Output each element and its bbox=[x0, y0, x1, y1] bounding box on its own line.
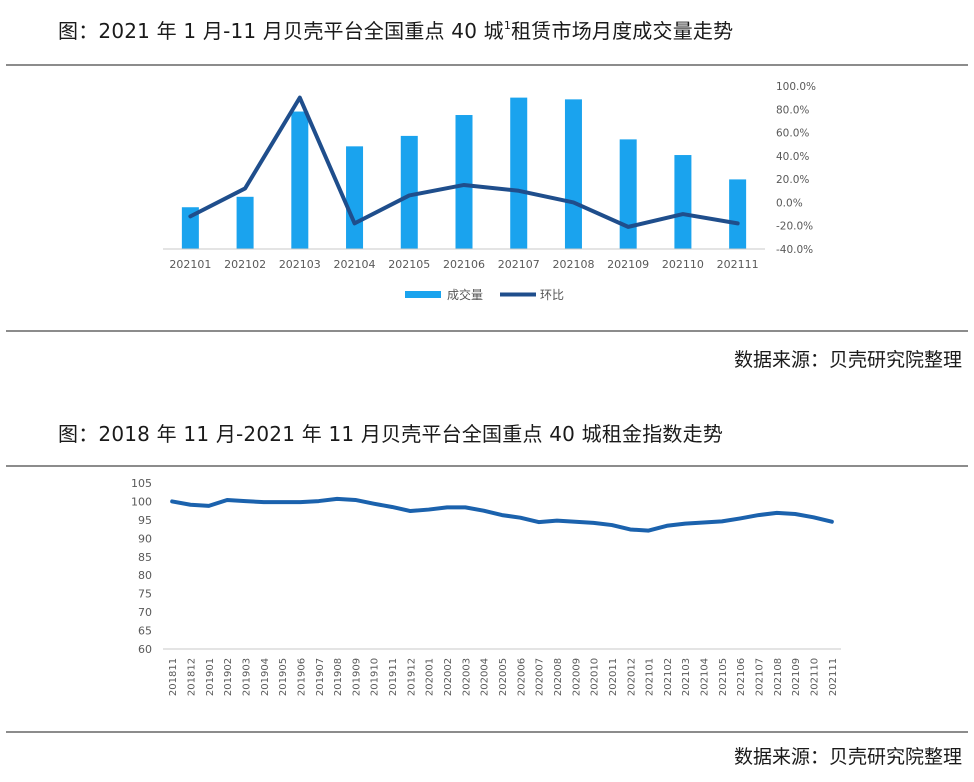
x-tick-label: 201902 bbox=[223, 658, 234, 696]
y-tick-label: 75 bbox=[138, 588, 152, 601]
x-tick-label: 202107 bbox=[755, 658, 766, 696]
x-tick-label: 202101 bbox=[645, 658, 656, 696]
x-tick-label: 202111 bbox=[828, 658, 839, 696]
x-tick-label: 202009 bbox=[571, 658, 582, 696]
figure1-top-rule bbox=[6, 64, 968, 66]
y-tick-label: 95 bbox=[138, 514, 152, 527]
y2-tick-label: -40.0% bbox=[776, 244, 813, 256]
x-tick-label: 202011 bbox=[608, 658, 619, 696]
x-tick-label: 201904 bbox=[260, 658, 271, 696]
y2-tick-label: 40.0% bbox=[776, 151, 809, 163]
x-tick-label: 201901 bbox=[205, 658, 216, 696]
x-tick-label: 202103 bbox=[279, 258, 321, 271]
x-tick-label: 202007 bbox=[535, 658, 546, 696]
volume-bar-202111 bbox=[729, 179, 747, 249]
x-tick-label: 202111 bbox=[717, 258, 759, 271]
y-tick-label: 70 bbox=[138, 606, 152, 619]
figure2-chart: 105 100 95 90 85 80 75 70 65 60 201811 201812 20190… bbox=[131, 477, 841, 696]
x-tick-label: 202105 bbox=[388, 258, 430, 271]
legend-volume-label: 成交量 bbox=[447, 287, 483, 302]
x-tick-label: 202005 bbox=[498, 658, 509, 696]
x-tick-label: 202104 bbox=[334, 258, 376, 271]
y-tick-label: 105 bbox=[131, 477, 152, 490]
figure2-title: 图：2018 年 11 月-2021 年 11 月贝壳平台全国重点 40 城租金… bbox=[58, 422, 724, 446]
y-tick-label: 100 bbox=[131, 495, 152, 508]
x-tick-label: 201906 bbox=[296, 658, 307, 696]
x-tick-label: 201908 bbox=[333, 658, 344, 696]
volume-bar-202107 bbox=[510, 97, 528, 250]
x-tick-label: 202012 bbox=[626, 658, 637, 696]
y2-tick-label: 0.0% bbox=[776, 197, 803, 209]
x-tick-label: 202003 bbox=[461, 658, 472, 696]
figure1-source: 数据来源：贝壳研究院整理 bbox=[733, 349, 962, 371]
y2-tick-label: -20.0% bbox=[776, 221, 813, 233]
volume-bar-202109 bbox=[619, 139, 637, 249]
figure1-chart: 202101 202102 202103 202104 202105 202106 2021… bbox=[163, 81, 816, 302]
x-tick-label: 202109 bbox=[607, 258, 649, 271]
x-tick-label: 201909 bbox=[351, 658, 362, 696]
y2-tick-label: 100.0% bbox=[776, 81, 816, 93]
legend-volume-swatch bbox=[405, 291, 441, 298]
x-tick-label: 202110 bbox=[810, 658, 821, 696]
x-tick-label: 202106 bbox=[443, 258, 485, 271]
y-tick-label: 85 bbox=[138, 551, 152, 564]
x-tick-label: 202109 bbox=[791, 658, 802, 696]
y-tick-label: 90 bbox=[138, 532, 152, 545]
x-tick-label: 202002 bbox=[443, 658, 454, 696]
volume-bar-202101 bbox=[181, 207, 199, 249]
x-tick-label: 201911 bbox=[388, 658, 399, 696]
figure2-bottom-rule bbox=[6, 731, 968, 733]
x-tick-label: 202110 bbox=[662, 258, 704, 271]
figure2-source: 数据来源：贝壳研究院整理 bbox=[733, 746, 962, 768]
x-tick-label: 202103 bbox=[681, 658, 692, 696]
volume-bar-202103 bbox=[291, 111, 309, 249]
x-tick-label: 201912 bbox=[406, 658, 417, 696]
x-tick-label: 202010 bbox=[590, 658, 601, 696]
x-tick-label: 201907 bbox=[315, 658, 326, 696]
x-tick-label: 202008 bbox=[553, 658, 564, 696]
y2-tick-label: 60.0% bbox=[776, 128, 809, 140]
x-tick-label: 201903 bbox=[241, 658, 252, 696]
volume-bar-202105 bbox=[400, 135, 418, 249]
x-tick-label: 202006 bbox=[516, 658, 527, 696]
x-tick-label: 202102 bbox=[224, 258, 266, 271]
x-tick-label: 201910 bbox=[370, 658, 381, 696]
x-tick-label: 202106 bbox=[736, 658, 747, 696]
x-tick-label: 202108 bbox=[552, 258, 594, 271]
x-tick-label: 202105 bbox=[718, 658, 729, 696]
x-tick-label: 202104 bbox=[700, 658, 711, 696]
rent-index-line bbox=[170, 496, 834, 533]
x-tick-label: 201811 bbox=[168, 658, 179, 696]
x-tick-label: 202004 bbox=[480, 658, 491, 696]
x-tick-label: 202101 bbox=[169, 258, 211, 271]
x-tick-label: 202108 bbox=[773, 658, 784, 696]
figure1-bottom-rule bbox=[6, 330, 968, 332]
figure2-top-rule bbox=[6, 465, 968, 467]
y2-tick-label: 80.0% bbox=[776, 104, 809, 116]
volume-bar-202110 bbox=[674, 155, 692, 249]
volume-bar-202108 bbox=[564, 99, 582, 249]
x-tick-label: 201812 bbox=[186, 658, 197, 696]
volume-bar-202104 bbox=[346, 146, 364, 249]
y2-tick-label: 20.0% bbox=[776, 174, 809, 186]
volume-bar-202102 bbox=[236, 196, 254, 249]
legend-mom-label: 环比 bbox=[540, 288, 564, 302]
x-tick-label: 202001 bbox=[425, 658, 436, 696]
y-tick-label: 60 bbox=[138, 643, 152, 656]
x-tick-label: 202107 bbox=[498, 258, 540, 271]
figure1-title: 图：2021 年 1 月-11 月贝壳平台全国重点 40 城1租赁市场月度成交量… bbox=[58, 19, 734, 43]
y-tick-label: 80 bbox=[138, 569, 152, 582]
legend: 成交量 环比 bbox=[405, 287, 564, 302]
volume-bar-202106 bbox=[455, 115, 473, 250]
x-tick-label: 202102 bbox=[663, 658, 674, 696]
y-tick-label: 65 bbox=[138, 625, 152, 638]
x-tick-label: 201905 bbox=[278, 658, 289, 696]
